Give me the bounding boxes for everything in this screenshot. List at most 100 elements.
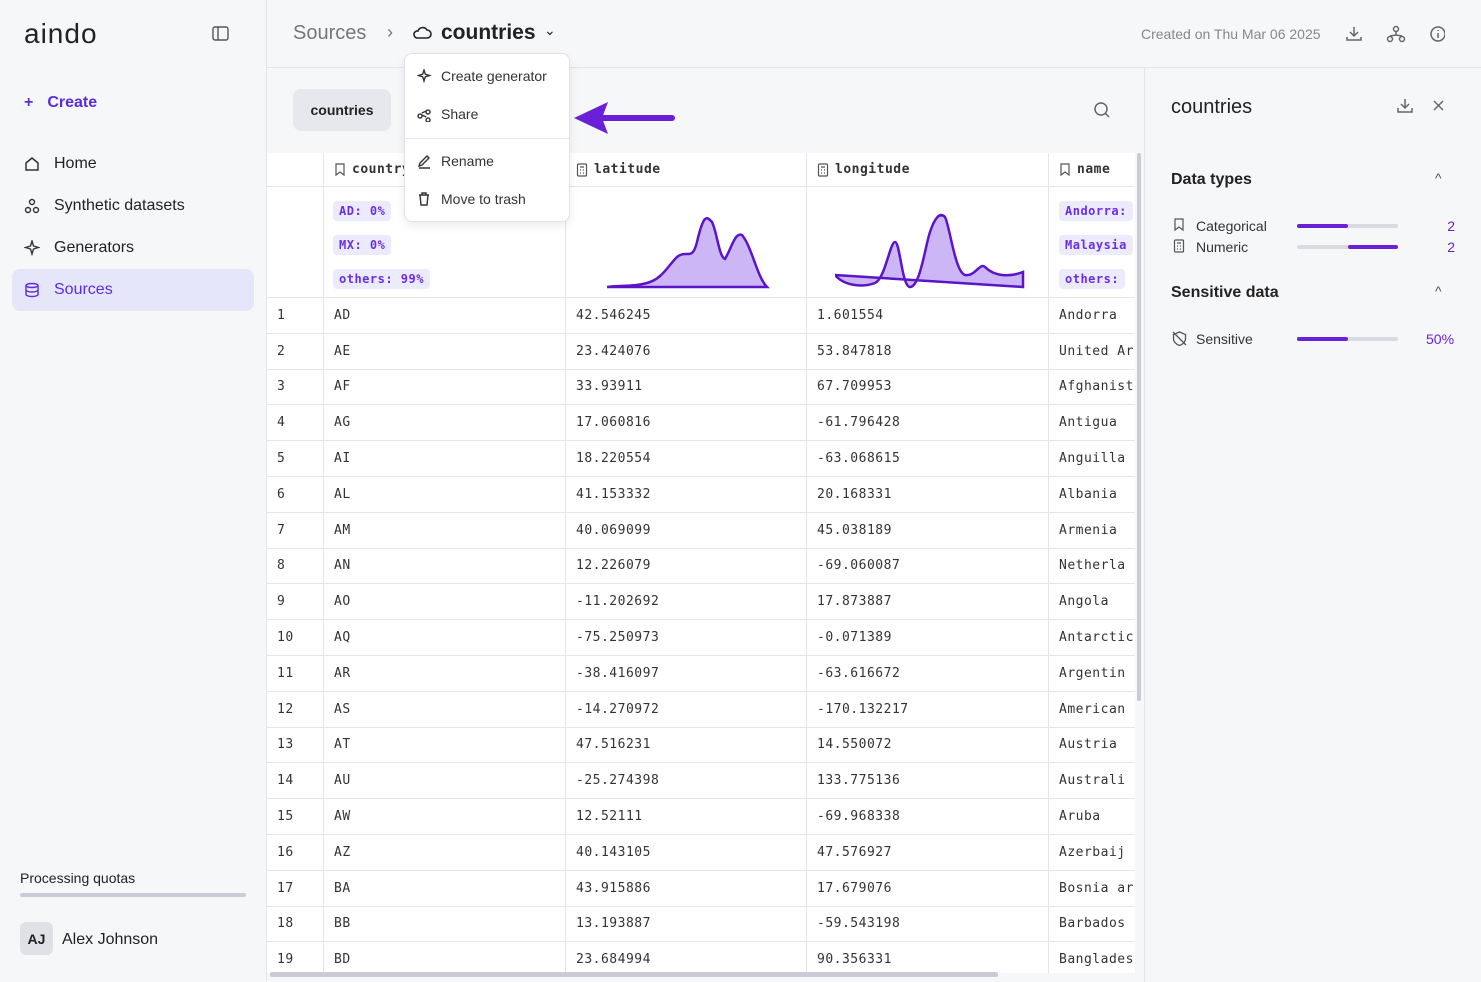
- table-cell: AI: [324, 441, 566, 477]
- panel-actions[interactable]: [1397, 98, 1447, 114]
- column-stats: [324, 187, 566, 298]
- type-bar-fill: [1297, 224, 1348, 228]
- row-index: 13: [267, 727, 324, 764]
- table-cell: AL: [324, 477, 566, 513]
- collapse-icon[interactable]: [212, 26, 230, 42]
- nav-item[interactable]: Generators: [12, 227, 254, 269]
- column-header[interactable]: name: [1049, 153, 1135, 187]
- row-index: 5: [267, 441, 324, 477]
- nav-label: Home: [54, 155, 97, 172]
- column-type-icon-part: [1060, 162, 1070, 176]
- column-type-icon-part: [821, 165, 825, 174]
- row-index: 14: [267, 763, 324, 800]
- table-cell: -0.071389: [807, 620, 1049, 656]
- column-type-icon-part: [1060, 162, 1070, 176]
- type-count: 2: [1447, 218, 1455, 234]
- nav-icon-part: [24, 198, 40, 214]
- column-type-icon-part: [576, 162, 588, 177]
- distribution-plot-part: [606, 216, 771, 289]
- sensitive-bar-fill: [1297, 337, 1348, 341]
- row-index: 2: [267, 333, 324, 370]
- column-header[interactable]: longitude: [807, 153, 1049, 187]
- logo[interactable]: aindo: [24, 18, 98, 49]
- table-cell: Australi: [1049, 763, 1135, 800]
- menu-icon-part: [417, 154, 430, 169]
- column-type-icon-part: [1060, 162, 1070, 176]
- table-cell: -11.202692: [566, 584, 807, 621]
- user-name[interactable]: Alex Johnson: [62, 931, 159, 948]
- menu-item[interactable]: Move to trash: [417, 191, 526, 207]
- table-cell: AU: [324, 763, 566, 800]
- column-type-icon: [334, 162, 346, 177]
- type-icon: [1173, 218, 1185, 237]
- avatar[interactable]: AJ: [20, 922, 53, 955]
- column-header[interactable]: latitude: [566, 153, 807, 187]
- nav-icon-part: [25, 157, 39, 171]
- nav-item[interactable]: Sources: [12, 269, 254, 311]
- breadcrumb-separator: ›: [387, 22, 393, 42]
- sensitive-bar: [1297, 337, 1398, 341]
- nav-icon: [24, 282, 40, 298]
- stats-corner: [267, 187, 324, 298]
- table-cell: 47.576927: [807, 835, 1049, 871]
- header-icons[interactable]: [1345, 25, 1445, 43]
- menu-item[interactable]: Create generator: [417, 68, 547, 84]
- row-index: 18: [267, 906, 324, 943]
- collapse-chevron[interactable]: ^: [1435, 170, 1442, 186]
- column-name: country: [352, 162, 411, 177]
- table-cell: Angola: [1049, 584, 1135, 621]
- table-cell: Armenia: [1049, 513, 1135, 549]
- create-button[interactable]: + Create: [24, 94, 98, 111]
- menu-item[interactable]: Rename: [417, 153, 494, 169]
- column-type-icon: [576, 162, 588, 177]
- breadcrumb[interactable]: Sources: [293, 22, 367, 44]
- nav-icon-part: [24, 198, 40, 214]
- table-cell: 1.601554: [807, 298, 1049, 334]
- table-cell: Netherla: [1049, 549, 1135, 585]
- v-scrollbar[interactable]: [1137, 153, 1141, 701]
- column-type-icon-part: [335, 162, 345, 176]
- table-cell: 53.847818: [807, 333, 1049, 370]
- section-heading[interactable]: Sensitive data: [1171, 284, 1279, 301]
- menu-icon-part: [417, 68, 432, 83]
- nav-item[interactable]: Synthetic datasets: [12, 185, 254, 227]
- table-cell: AN: [324, 548, 566, 585]
- h-scrollbar[interactable]: [270, 972, 998, 977]
- dataset-tab[interactable]: countries: [293, 89, 391, 131]
- row-index: 11: [267, 656, 324, 692]
- table-cell: -75.250973: [566, 620, 807, 656]
- type-icon-part: [1174, 218, 1184, 232]
- table-cell: Austria: [1049, 728, 1135, 764]
- title-dropdown[interactable]: ⌄: [544, 22, 556, 38]
- table-cell: AR: [324, 656, 566, 692]
- search-icon[interactable]: [1093, 101, 1111, 119]
- row-index: 6: [267, 477, 324, 513]
- column-type-icon-part: [817, 162, 829, 177]
- table-cell: 17.060816: [566, 405, 807, 442]
- row-index: 8: [267, 548, 324, 585]
- sensitive-icon: [1172, 331, 1187, 346]
- details-panel: countries Data types ^ Sensitive data ^ …: [1144, 68, 1481, 982]
- type-icon-part: [1174, 218, 1184, 232]
- created-date: Created on Thu Mar 06 2025: [1141, 26, 1321, 42]
- row-index: 15: [267, 799, 324, 835]
- table-cell: 47.516231: [566, 727, 807, 764]
- table-cell: AQ: [324, 620, 566, 656]
- section-heading[interactable]: Data types: [1171, 171, 1252, 188]
- menu-item[interactable]: Share: [417, 106, 478, 122]
- column-type-icon: [1059, 162, 1071, 177]
- table-cell: -69.060087: [807, 548, 1049, 585]
- table-cell: -170.132217: [807, 691, 1049, 728]
- nav-item[interactable]: Home: [12, 143, 254, 185]
- menu-icon-part: [417, 108, 431, 122]
- table-cell: 18.220554: [566, 441, 807, 477]
- collapse-chevron[interactable]: ^: [1435, 283, 1442, 299]
- nav-icon-part: [24, 206, 32, 214]
- menu-icon: [417, 107, 432, 122]
- menu-divider: [405, 138, 569, 139]
- page-title[interactable]: countries: [441, 21, 536, 44]
- cloud-icon: [413, 26, 432, 39]
- menu-icon-part: [419, 191, 429, 206]
